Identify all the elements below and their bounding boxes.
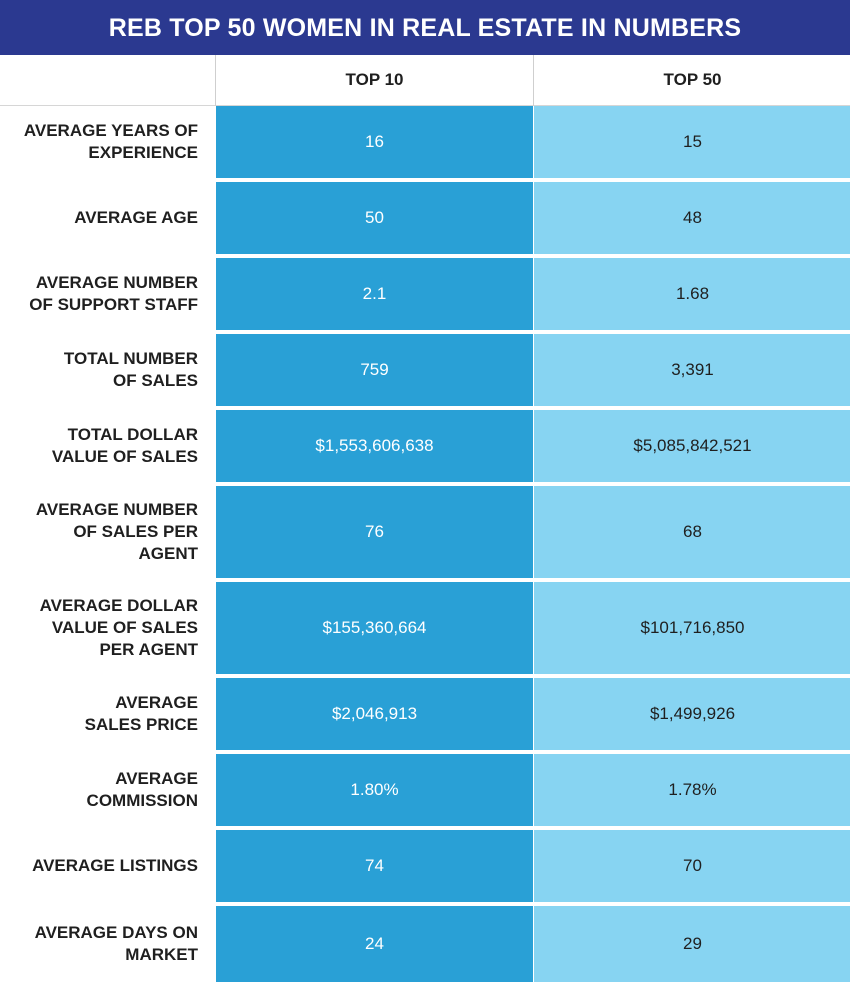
- cell-separator: [533, 678, 534, 754]
- row-label: AVERAGE AGE: [0, 182, 215, 258]
- cell-separator: [533, 830, 534, 906]
- cell-separator: [215, 258, 216, 334]
- top10-value: 2.1: [216, 258, 533, 334]
- top10-value: 759: [216, 334, 533, 410]
- cell-separator: [533, 486, 534, 582]
- cell-separator: [215, 486, 216, 582]
- cell-separator: [533, 258, 534, 334]
- cell-separator: [215, 906, 216, 982]
- top50-value: 68: [534, 486, 850, 582]
- top50-value: $5,085,842,521: [534, 410, 850, 486]
- top10-value: 24: [216, 906, 533, 982]
- column-header-top10: TOP 10: [216, 55, 533, 106]
- column-header-top50: TOP 50: [534, 55, 850, 106]
- row-label: TOTAL DOLLAR VALUE OF SALES: [0, 410, 215, 486]
- cell-separator: [533, 106, 534, 182]
- top50-value: 3,391: [534, 334, 850, 410]
- top10-value: $155,360,664: [216, 582, 533, 678]
- row-label: AVERAGE DOLLAR VALUE OF SALES PER AGENT: [0, 582, 215, 678]
- cell-separator: [533, 410, 534, 486]
- top50-value: 1.68: [534, 258, 850, 334]
- cell-separator: [215, 410, 216, 486]
- top50-value: 70: [534, 830, 850, 906]
- row-label: AVERAGE COMMISSION: [0, 754, 215, 830]
- cell-separator: [533, 906, 534, 982]
- row-label: AVERAGE SALES PRICE: [0, 678, 215, 754]
- cell-separator: [533, 182, 534, 258]
- row-label: AVERAGE NUMBER OF SALES PER AGENT: [0, 486, 215, 582]
- cell-separator: [215, 182, 216, 258]
- top50-value: $101,716,850: [534, 582, 850, 678]
- top50-value: $1,499,926: [534, 678, 850, 754]
- cell-separator: [215, 106, 216, 182]
- cell-separator: [533, 334, 534, 410]
- cell-separator: [215, 334, 216, 410]
- top10-value: 50: [216, 182, 533, 258]
- column-divider: [533, 55, 534, 106]
- top50-value: 15: [534, 106, 850, 182]
- top10-value: $1,553,606,638: [216, 410, 533, 486]
- chart-title: REB TOP 50 WOMEN IN REAL ESTATE IN NUMBE…: [108, 13, 742, 42]
- title-bar: REB TOP 50 WOMEN IN REAL ESTATE IN NUMBE…: [0, 0, 850, 55]
- top10-value: 1.80%: [216, 754, 533, 830]
- row-label: TOTAL NUMBER OF SALES: [0, 334, 215, 410]
- cell-separator: [533, 754, 534, 830]
- top50-value: 29: [534, 906, 850, 982]
- cell-separator: [215, 830, 216, 906]
- cell-separator: [215, 754, 216, 830]
- header-empty-cell: [0, 55, 215, 106]
- top50-value: 48: [534, 182, 850, 258]
- top50-value: 1.78%: [534, 754, 850, 830]
- column-divider: [215, 55, 216, 106]
- row-label: AVERAGE YEARS OF EXPERIENCE: [0, 106, 215, 182]
- row-label: AVERAGE LISTINGS: [0, 830, 215, 906]
- top10-value: 16: [216, 106, 533, 182]
- top10-value: $2,046,913: [216, 678, 533, 754]
- cell-separator: [533, 582, 534, 678]
- cell-separator: [215, 582, 216, 678]
- top10-value: 74: [216, 830, 533, 906]
- row-label: AVERAGE NUMBER OF SUPPORT STAFF: [0, 258, 215, 334]
- top10-value: 76: [216, 486, 533, 582]
- row-label: AVERAGE DAYS ON MARKET: [34, 923, 198, 964]
- stats-table: TOP 10 TOP 50 AVERAGE YEARS OF EXPERIENC…: [0, 55, 850, 1000]
- cell-separator: [215, 678, 216, 754]
